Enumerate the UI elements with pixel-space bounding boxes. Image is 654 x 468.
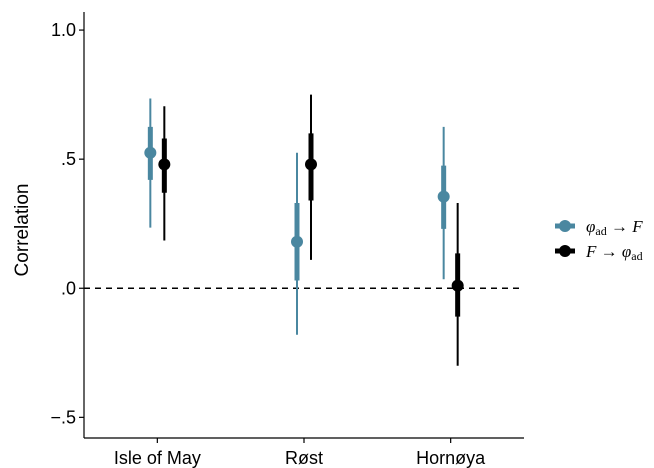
point-range — [305, 94, 317, 260]
legend-label-part: → — [596, 242, 622, 261]
y-tick-label: .0 — [61, 278, 76, 298]
y-tick-label: .5 — [61, 149, 76, 169]
legend-item: φad → F — [555, 217, 643, 238]
legend-label-part: → — [607, 217, 633, 236]
legend-label: F → φad — [585, 242, 643, 263]
mean-point — [451, 279, 464, 292]
point-range — [437, 126, 450, 280]
legend-label-part: ad — [595, 224, 606, 238]
legend: φad → FF → φad — [555, 217, 643, 263]
legend-key-point — [559, 245, 571, 257]
x-tick-label: Hornøya — [416, 448, 486, 468]
legend-label-part: F — [631, 217, 643, 236]
point-range — [158, 106, 171, 241]
y-tick-label: 1.0 — [51, 20, 76, 40]
point-range — [451, 203, 464, 366]
point-ranges — [144, 94, 464, 366]
mean-point — [144, 146, 157, 159]
point-range — [144, 98, 157, 228]
y-axis-title: Correlation — [12, 184, 33, 277]
legend-label: φad → F — [586, 217, 643, 238]
legend-item: F → φad — [555, 242, 643, 263]
mean-point — [158, 158, 171, 171]
legend-key-point — [559, 220, 571, 232]
legend-label-part: φ — [622, 242, 631, 261]
legend-label-part: ad — [631, 249, 642, 263]
x-tick-label: Isle of May — [114, 448, 201, 468]
y-tick-label: −.5 — [50, 407, 76, 427]
point-range — [291, 152, 303, 335]
legend-label-part: φ — [586, 217, 595, 236]
y-ticks: −.5 .0 .5 1.0 — [50, 20, 84, 427]
mean-point — [291, 235, 303, 248]
legend-label-part: F — [585, 242, 597, 261]
x-tick-label: Røst — [285, 448, 323, 468]
mean-point — [437, 190, 450, 203]
mean-point — [305, 158, 317, 171]
x-ticks: Isle of May Røst Hornøya — [114, 438, 486, 468]
